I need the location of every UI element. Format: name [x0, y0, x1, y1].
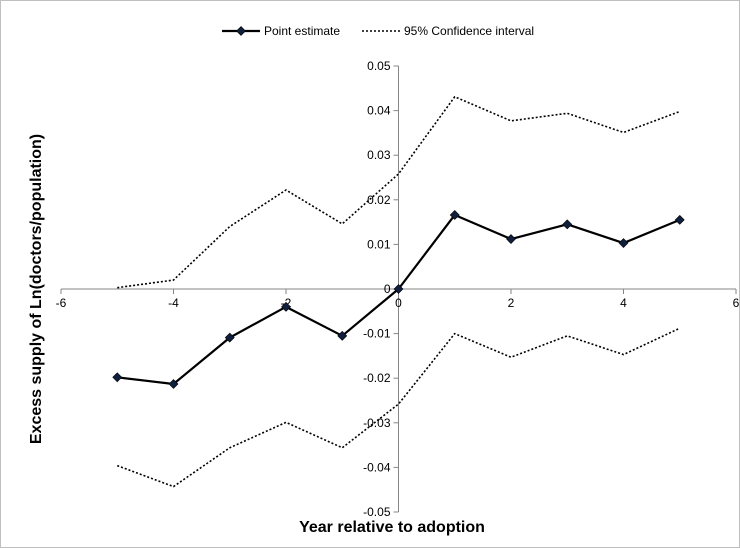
y-tick-label: 0.03: [367, 148, 391, 162]
y-axis-title: Excess supply of Ln(doctors/population): [28, 134, 45, 444]
y-tick-label: -0.01: [363, 327, 391, 341]
point-estimate-marker: [393, 284, 404, 294]
y-tick-label: -0.04: [363, 460, 391, 474]
x-tick-label: 4: [620, 296, 627, 310]
y-tick-label: 0: [384, 282, 391, 296]
point-estimate-marker: [562, 219, 573, 230]
legend-confidence-interval-label: 95% Confidence interval: [404, 24, 534, 38]
y-tick-label: -0.05: [363, 505, 391, 519]
x-tick-label: -6: [56, 296, 67, 310]
y-tick-label: 0.04: [367, 104, 391, 118]
x-axis-title: Year relative to adoption: [299, 519, 485, 536]
y-tick-label: 0.01: [367, 237, 391, 251]
legend: Point estimate 95% Confidence interval: [222, 24, 534, 38]
x-tick-label: 6: [733, 296, 740, 310]
point-estimate-marker: [281, 301, 291, 312]
legend-point-estimate-label: Point estimate: [264, 24, 340, 38]
x-tick-label: -4: [168, 296, 179, 310]
legend-diamond-marker: [236, 26, 246, 36]
point-estimate-marker: [506, 234, 516, 244]
y-tick-label: 0.05: [367, 59, 391, 73]
series-layer: [112, 95, 685, 488]
x-tick-label: 0: [395, 296, 402, 310]
x-tick-labels: -6-4-20246: [56, 296, 740, 310]
x-tick-label: 2: [508, 296, 515, 310]
y-tick-label: 0.02: [367, 193, 391, 207]
point-estimate-marker: [674, 214, 685, 225]
y-tick-labels: -0.05 -0.04 -0.03 -0.02 -0.01 0 0.01 0.02 0.03 0.…: [363, 59, 391, 519]
point-estimate-marker: [618, 238, 629, 248]
point-estimate-marker: [168, 379, 179, 389]
point-estimate-marker: [224, 332, 235, 343]
point-estimate-marker: [449, 210, 460, 220]
ci-lower-line: [116, 327, 681, 488]
y-tick-label: -0.03: [363, 416, 391, 430]
point-estimate-marker: [337, 330, 348, 341]
point-estimate-marker: [112, 372, 123, 383]
y-tick-label: -0.02: [363, 371, 391, 385]
ci-upper-line: [117, 95, 681, 289]
